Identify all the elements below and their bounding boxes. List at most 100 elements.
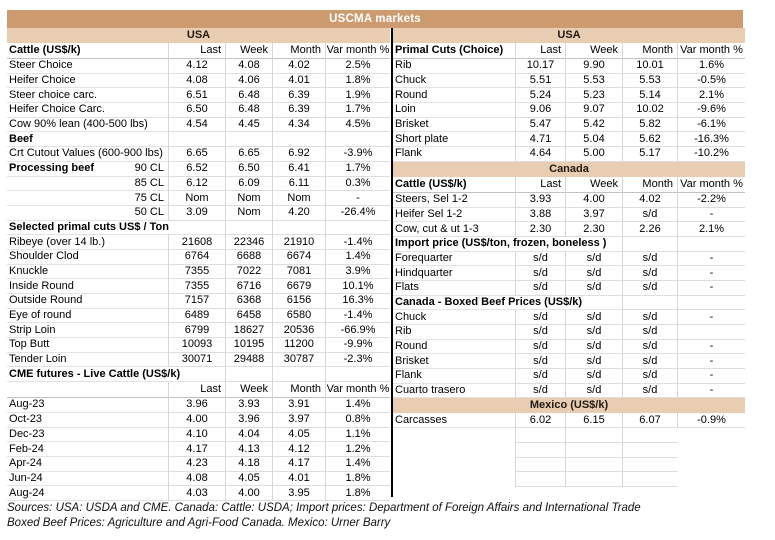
row-label-text: Canada - Boxed Beef Prices (US$/k) bbox=[395, 295, 583, 308]
col-week: 4.06 bbox=[225, 73, 272, 89]
col-month: s/d bbox=[622, 280, 677, 296]
row-label-text: Cow 90% lean (400-500 lbs) bbox=[9, 118, 148, 131]
row-label: Cattle (US$/k) bbox=[7, 43, 168, 59]
col-week: 4.00 bbox=[225, 486, 272, 501]
col-month: 3.97 bbox=[272, 412, 325, 428]
col-month: 2.26 bbox=[622, 222, 677, 237]
row-label-text: Primal Cuts (Choice) bbox=[395, 44, 504, 56]
row-label: Round bbox=[393, 340, 515, 355]
col-month: 5.53 bbox=[622, 73, 677, 89]
col-last: 3.93 bbox=[515, 192, 565, 208]
col-month: Nom bbox=[272, 191, 325, 206]
row-label-text: Ribeye (over 14 lb.) bbox=[9, 235, 105, 248]
table-row: Round 5.24 5.23 5.14 2.1% bbox=[393, 88, 745, 104]
col-var: - bbox=[677, 310, 745, 325]
col-week: 6.48 bbox=[225, 88, 272, 104]
table-row: Loin 9.06 9.07 10.02 -9.6% bbox=[393, 103, 745, 118]
usa-cattle-table: USA Cattle (US$/k) Last Week Month Var month … bbox=[7, 28, 390, 501]
col-var: -6.1% bbox=[677, 117, 745, 133]
col-var: -9.6% bbox=[677, 103, 745, 118]
row-label bbox=[393, 428, 515, 443]
col-last: 6.12 bbox=[168, 176, 225, 192]
row-label bbox=[393, 458, 515, 473]
column-header-row: Cattle (US$/k) Last Week Month Var month % bbox=[7, 43, 390, 59]
region-band: USA bbox=[393, 28, 745, 43]
col-var: 1.7% bbox=[325, 161, 390, 177]
col-week: Nom bbox=[225, 205, 272, 221]
col-last: 30071 bbox=[168, 352, 225, 368]
col-week: s/d bbox=[565, 325, 622, 340]
row-label: Chuck bbox=[393, 74, 515, 89]
col-var: -10.2% bbox=[677, 147, 745, 162]
col-month: 6679 bbox=[272, 279, 325, 294]
col-month: s/d bbox=[622, 369, 677, 384]
row-label: Top Butt bbox=[7, 338, 168, 353]
table-row: Tender Loin 30071 29488 30787 -2.3% bbox=[7, 352, 390, 368]
row-label: 75 CL bbox=[7, 191, 168, 206]
col-var: 1.6% bbox=[677, 59, 745, 74]
col-last: Last bbox=[168, 43, 225, 59]
row-label-text: Outside Round bbox=[9, 294, 83, 307]
col-var: 0.8% bbox=[325, 412, 390, 428]
col-week: s/d bbox=[565, 339, 622, 355]
table-row: Jun-24 4.08 4.05 4.01 1.8% bbox=[7, 471, 390, 487]
row-label: Outside Round bbox=[7, 294, 168, 309]
col-week: 4.13 bbox=[225, 442, 272, 457]
table-row: Cow, cut & ut 1-3 2.30 2.30 2.26 2.1% bbox=[393, 222, 745, 237]
row-label-text: Forequarter bbox=[395, 251, 453, 264]
table-row: Flank 4.64 5.00 5.17 -10.2% bbox=[393, 147, 745, 162]
col-month: 6156 bbox=[272, 294, 325, 309]
col-week bbox=[565, 442, 622, 458]
row-label-text: Cuarto trasero bbox=[395, 384, 466, 397]
empty-row bbox=[393, 428, 745, 443]
col-last: 10.17 bbox=[515, 59, 565, 74]
region-band: Mexico (US$/k) bbox=[393, 398, 745, 414]
col-last: s/d bbox=[515, 325, 565, 340]
row-label-text: Carcasses bbox=[395, 413, 447, 426]
table-row: Ribeye (over 14 lb.) 21608 22346 21910 -1.4% bbox=[7, 235, 390, 250]
col-last bbox=[515, 442, 565, 458]
row-label: Import price (US$/ton, frozen, boneless … bbox=[393, 237, 622, 252]
col-var: - bbox=[677, 266, 745, 281]
row-label-text: Processing beef bbox=[9, 162, 94, 175]
col-week: s/d bbox=[565, 310, 622, 325]
table-divider bbox=[391, 28, 393, 497]
col-var: 10.1% bbox=[325, 279, 390, 294]
region-band: USA bbox=[7, 28, 390, 43]
col-month: 5.14 bbox=[622, 88, 677, 104]
col-last: 5.47 bbox=[515, 117, 565, 133]
region-band: Canada bbox=[393, 161, 745, 177]
col-week: s/d bbox=[565, 369, 622, 384]
col-last: 21608 bbox=[168, 235, 225, 250]
row-label-text: Tender Loin bbox=[9, 353, 67, 366]
row-label-text: Rib bbox=[395, 325, 412, 338]
column-header-row: Primal Cuts (Choice) Last Week Month Var mon… bbox=[393, 43, 745, 59]
row-label-text: Shoulder Clod bbox=[9, 250, 79, 263]
row-label: 85 CL bbox=[7, 177, 168, 192]
col-last: 9.06 bbox=[515, 103, 565, 118]
col-month: s/d bbox=[622, 339, 677, 355]
col-month bbox=[272, 220, 325, 236]
col-month: 10.02 bbox=[622, 103, 677, 118]
col-last: s/d bbox=[515, 383, 565, 399]
col-week: 6688 bbox=[225, 249, 272, 265]
row-label-text: Flank bbox=[395, 369, 422, 382]
col-month: 4.01 bbox=[272, 471, 325, 487]
col-last: s/d bbox=[515, 310, 565, 325]
table-row: Round s/d s/d s/d - bbox=[393, 339, 745, 355]
col-week: 3.93 bbox=[225, 398, 272, 413]
row-label-text: Chuck bbox=[395, 74, 427, 87]
row-label-text: Cattle (US$/k) bbox=[395, 177, 467, 190]
row-label: Steer Choice bbox=[7, 59, 168, 74]
col-month: s/d bbox=[622, 310, 677, 325]
col-week: 4.18 bbox=[225, 456, 272, 472]
col-month bbox=[622, 236, 677, 252]
col-month bbox=[622, 295, 677, 311]
row-label: Dec-23 bbox=[7, 428, 168, 443]
row-label: Jun-24 bbox=[7, 472, 168, 487]
row-label-text: Round bbox=[395, 340, 428, 353]
col-month: 7081 bbox=[272, 264, 325, 280]
col-month: s/d bbox=[622, 266, 677, 281]
table-row: Chuck 5.51 5.53 5.53 -0.5% bbox=[393, 73, 745, 89]
